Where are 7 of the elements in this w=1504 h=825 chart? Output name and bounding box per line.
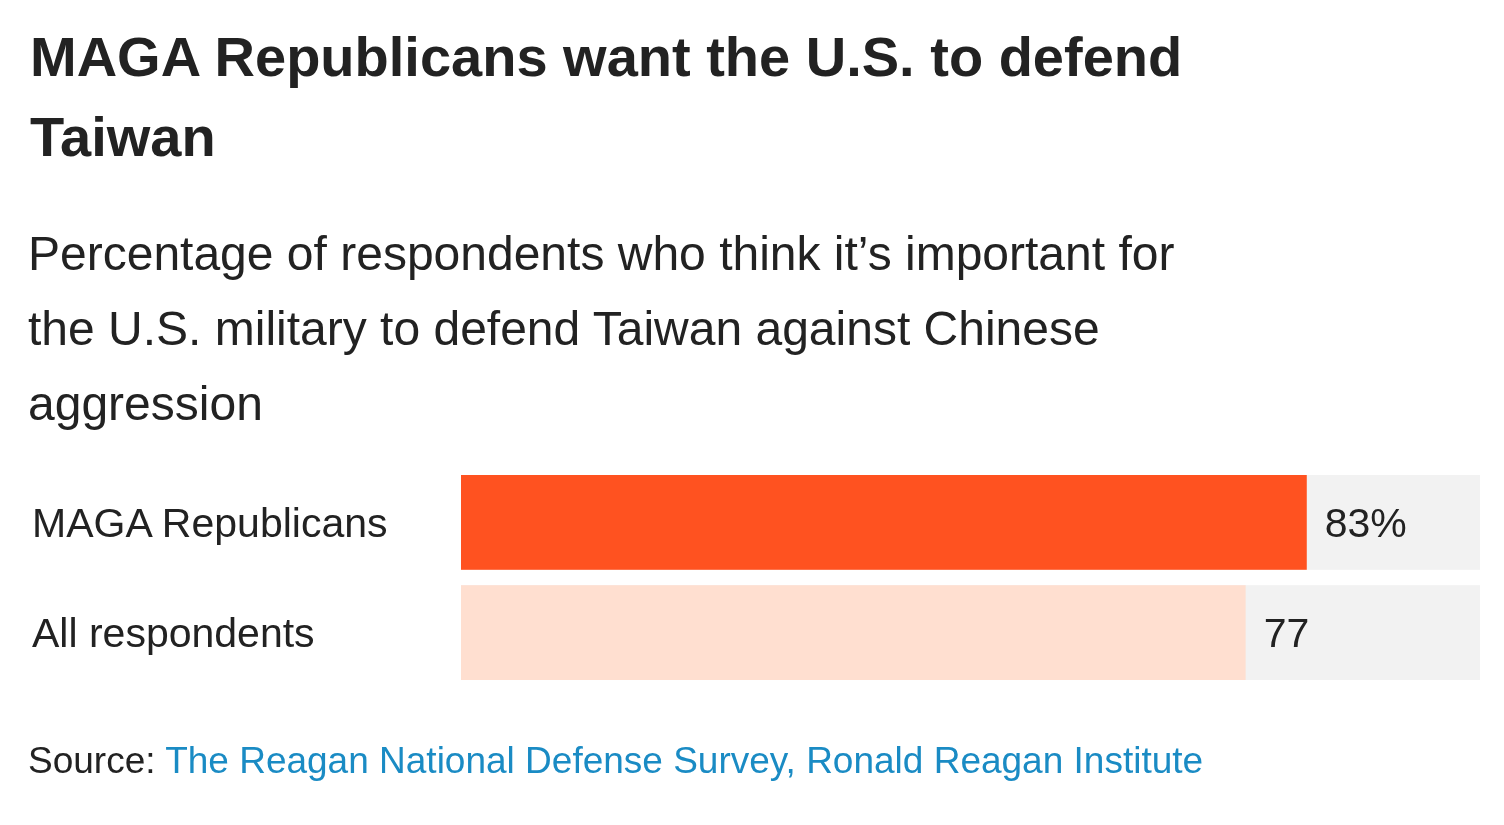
data-label: 77 [1263,609,1310,656]
y-tick-label: MAGA Republicans [32,499,388,546]
source-note: Source: The Reagan National Defense Survey, Ronald Reagan Institute [28,740,1204,781]
chart-title: MAGA Republicans want the U.S. to defend Taiwan [30,25,1183,168]
chart-subtitle: Percentage of respondents who think it’s important for the U.S. military to defend Taiwan against Chinese aggression [28,227,1175,430]
y-tick-label: All respondents [32,609,315,656]
data-label: 83% [1324,499,1407,546]
